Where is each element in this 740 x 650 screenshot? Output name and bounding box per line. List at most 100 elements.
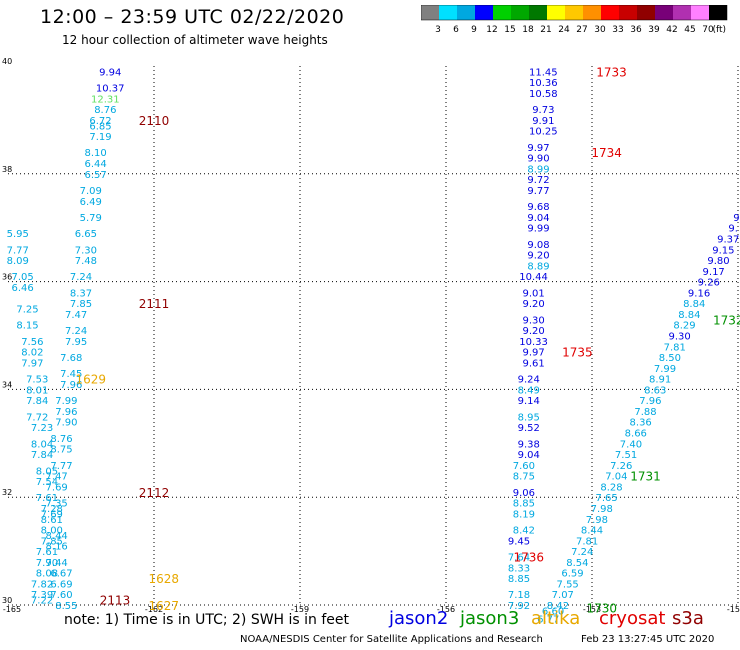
swh-value-label: 7.84 (31, 450, 53, 461)
swh-value-label: 7.60 (513, 461, 535, 472)
swh-value-label: 8.37 (70, 288, 92, 299)
swh-value-label: 7.85 (41, 536, 63, 547)
swh-value-label: 6.77 (537, 614, 559, 625)
swh-value-label: 8.76 (50, 434, 72, 445)
x-tick-label: -15 (727, 605, 740, 614)
swh-value-label: 7.72 (26, 412, 48, 423)
legend-altika: altika (531, 608, 581, 629)
scale-label: 3 (435, 25, 441, 35)
swh-value-label: 7.69 (41, 509, 63, 520)
swh-value-label: 7.48 (75, 256, 97, 267)
swh-value-label: 8.95 (518, 412, 540, 423)
page-subtitle: 12 hour collection of altimeter wave hei… (62, 33, 328, 47)
pass-time-label: 1735 (562, 346, 593, 360)
swh-value-label: 9.04 (518, 450, 540, 461)
swh-value-label: 8.85 (508, 574, 530, 585)
swh-value-label: 6.69 (50, 579, 72, 590)
swh-value-label: 9.20 (522, 299, 544, 310)
swh-value-label: 11.45 (529, 67, 558, 78)
swh-value-label: 7.96 (55, 407, 77, 418)
swh-value-label: 6.72 (89, 116, 111, 127)
y-tick-label: 38 (2, 165, 12, 174)
scale-swatch (475, 5, 493, 20)
swh-value-label: 7.64 (508, 552, 530, 563)
swh-value-label: 9.97 (522, 348, 544, 359)
swh-value-label: 9.52 (518, 423, 540, 434)
swh-value-label: 7.82 (31, 579, 53, 590)
swh-value-label: 8.89 (527, 261, 549, 272)
swh-value-label: 8.49 (518, 385, 540, 396)
swh-value-label: 9.77 (527, 186, 549, 197)
scale-label: 6 (453, 25, 459, 35)
scale-swatch (583, 5, 601, 20)
swh-value-label: 7.18 (508, 590, 530, 601)
swh-value-label: 8.04 (31, 439, 53, 450)
x-tick-label: -162 (145, 605, 163, 614)
x-tick-label: -159 (291, 605, 309, 614)
page-title: 12:00 – 23:59 UTC 02/22/2020 (40, 6, 345, 28)
swh-value-label: 7.68 (60, 353, 82, 364)
swh-value-label: 10.36 (529, 78, 558, 89)
scale-swatch (439, 5, 457, 20)
swh-value-label: 9.45 (508, 536, 530, 547)
pass-time-label: 1736 (513, 550, 544, 564)
swh-value-label: 9.61 (522, 358, 544, 369)
swh-value-label: 7.09 (80, 186, 102, 197)
legend-jason3: jason3 (460, 608, 520, 629)
swh-value-label: 8.91 (649, 375, 671, 386)
swh-value-label: 10.58 (529, 89, 558, 100)
swh-value-label: 7.30 (75, 245, 97, 256)
scale-swatch (457, 5, 475, 20)
scale-swatch (547, 5, 565, 20)
swh-value-label: 8.76 (94, 105, 116, 116)
swh-value-label: 10.37 (96, 84, 125, 95)
swh-value-label: 6.67 (50, 569, 72, 580)
scale-swatch (493, 5, 511, 20)
swh-value-label: 6.46 (11, 283, 33, 294)
scale-label: 42 (666, 25, 677, 35)
swh-value-label: 7.47 (46, 472, 68, 483)
legend-cryosat: cryosat (599, 608, 666, 629)
swh-value-label: 9.68 (527, 202, 549, 213)
swh-value-label: 5.95 (7, 229, 29, 240)
swh-value-label: 7.45 (60, 369, 82, 380)
swh-value-label: 9.06 (513, 488, 535, 499)
swh-value-label: 9.20 (522, 326, 544, 337)
swh-value-label: 7.07 (552, 590, 574, 601)
swh-value-label: 8.63 (644, 385, 666, 396)
credit-line: NOAA/NESDIS Center for Satellite Applica… (240, 634, 543, 645)
swh-value-label: 8.99 (527, 164, 549, 175)
scale-swatch (529, 5, 547, 20)
scale-label: 27 (576, 25, 587, 35)
swh-value-label: 7.51 (615, 450, 637, 461)
scale-frame (421, 5, 728, 21)
swh-value-label: 7.05 (11, 272, 33, 283)
swh-value-label: 9.30 (668, 332, 690, 343)
swh-value-label: 8.01 (26, 385, 48, 396)
scale-swatch (637, 5, 655, 20)
swh-value-label: 9.20 (527, 251, 549, 262)
swh-value-label: 12.31 (91, 94, 120, 105)
scale-label: 9 (471, 25, 477, 35)
swh-value-label: 6.60 (542, 606, 564, 617)
scale-label: 39 (648, 25, 660, 35)
swh-value-label: 7.84 (26, 396, 48, 407)
swh-value-label: 8.66 (625, 429, 647, 440)
swh-value-label: 9.14 (518, 396, 540, 407)
swh-value-label: 7.55 (557, 579, 579, 590)
swh-value-label: 9.30 (522, 315, 544, 326)
swh-value-label: 7.22 (31, 596, 53, 607)
swh-value-label: 9.94 (99, 67, 121, 78)
swh-value-label: 7.40 (620, 439, 642, 450)
pass-time-label: 2112 (139, 486, 170, 500)
swh-value-label: 9.26 (698, 278, 720, 289)
swh-value-label: 7.19 (89, 132, 111, 143)
scale-swatch (673, 5, 691, 20)
swh-value-label: 9.04 (527, 213, 549, 224)
swh-value-label: 8.50 (659, 353, 681, 364)
swh-value-label: 8.05 (36, 466, 58, 477)
scale-label: 30 (594, 25, 606, 35)
swh-value-label: 7.88 (634, 407, 656, 418)
y-tick-label: 30 (2, 596, 12, 605)
